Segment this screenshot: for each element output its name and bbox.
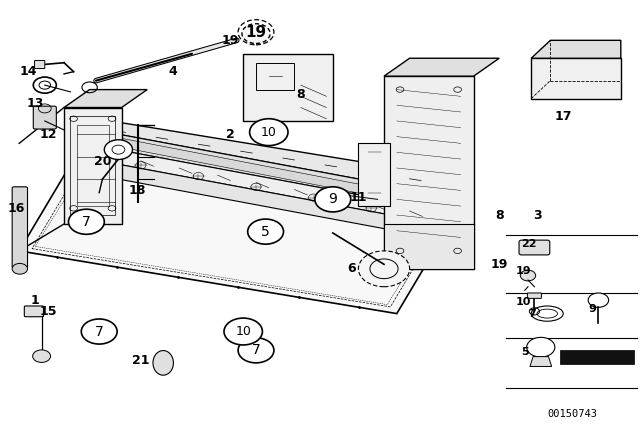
Circle shape	[242, 24, 270, 43]
Text: 16: 16	[7, 202, 25, 215]
Text: 11: 11	[349, 190, 367, 204]
Text: 10: 10	[236, 325, 251, 338]
Circle shape	[358, 251, 410, 287]
Circle shape	[68, 209, 104, 234]
Text: 19: 19	[221, 34, 239, 47]
Text: 1: 1	[31, 293, 40, 307]
Polygon shape	[384, 76, 474, 269]
FancyBboxPatch shape	[24, 306, 44, 317]
Polygon shape	[83, 128, 467, 215]
Text: 20: 20	[93, 155, 111, 168]
Polygon shape	[384, 224, 474, 269]
Text: 15: 15	[39, 305, 57, 318]
Text: 7: 7	[82, 215, 91, 229]
Text: 21: 21	[132, 354, 150, 367]
Text: 13: 13	[26, 96, 44, 110]
Polygon shape	[83, 143, 467, 229]
Text: 7: 7	[95, 324, 104, 339]
Polygon shape	[90, 132, 461, 213]
Text: 22: 22	[522, 239, 537, 249]
Circle shape	[104, 140, 132, 159]
FancyBboxPatch shape	[12, 187, 28, 268]
FancyBboxPatch shape	[35, 60, 45, 69]
Text: 17: 17	[554, 110, 572, 123]
Text: 12: 12	[39, 128, 57, 141]
Polygon shape	[19, 143, 461, 314]
Text: 18: 18	[129, 184, 147, 197]
Text: 5: 5	[522, 347, 529, 357]
FancyBboxPatch shape	[33, 106, 56, 129]
Text: 00150743: 00150743	[548, 409, 598, 419]
Ellipse shape	[531, 306, 563, 321]
Text: 8: 8	[495, 208, 504, 222]
Circle shape	[588, 293, 609, 307]
Text: 2: 2	[226, 128, 235, 141]
Circle shape	[12, 263, 28, 274]
Circle shape	[248, 219, 284, 244]
Polygon shape	[243, 54, 333, 121]
Polygon shape	[358, 143, 390, 206]
FancyBboxPatch shape	[519, 240, 550, 255]
Polygon shape	[531, 58, 621, 99]
Polygon shape	[83, 116, 467, 199]
Polygon shape	[560, 350, 634, 364]
Polygon shape	[530, 357, 552, 366]
FancyBboxPatch shape	[527, 293, 541, 298]
Polygon shape	[531, 40, 621, 58]
Text: 7: 7	[528, 310, 536, 319]
Text: 8: 8	[296, 87, 305, 101]
Text: 19: 19	[515, 266, 531, 276]
Ellipse shape	[153, 350, 173, 375]
Circle shape	[238, 338, 274, 363]
Circle shape	[33, 350, 51, 362]
Text: 19: 19	[245, 25, 267, 40]
Circle shape	[224, 318, 262, 345]
Text: 9: 9	[328, 192, 337, 207]
Text: 10: 10	[261, 125, 276, 139]
Circle shape	[81, 319, 117, 344]
Polygon shape	[83, 158, 467, 244]
Text: 10: 10	[515, 297, 531, 307]
Polygon shape	[64, 90, 147, 108]
Text: 6: 6	[348, 262, 356, 276]
Text: 5: 5	[261, 224, 270, 239]
Circle shape	[33, 77, 56, 93]
Text: 14: 14	[20, 65, 38, 78]
Text: 7: 7	[252, 343, 260, 358]
Text: 19: 19	[490, 258, 508, 271]
Text: 9: 9	[589, 304, 596, 314]
Text: 4: 4	[168, 65, 177, 78]
Polygon shape	[64, 108, 122, 224]
Polygon shape	[384, 58, 499, 76]
Circle shape	[315, 187, 351, 212]
Circle shape	[250, 119, 288, 146]
Text: 3: 3	[533, 208, 542, 222]
Circle shape	[527, 337, 555, 357]
Circle shape	[520, 270, 536, 281]
